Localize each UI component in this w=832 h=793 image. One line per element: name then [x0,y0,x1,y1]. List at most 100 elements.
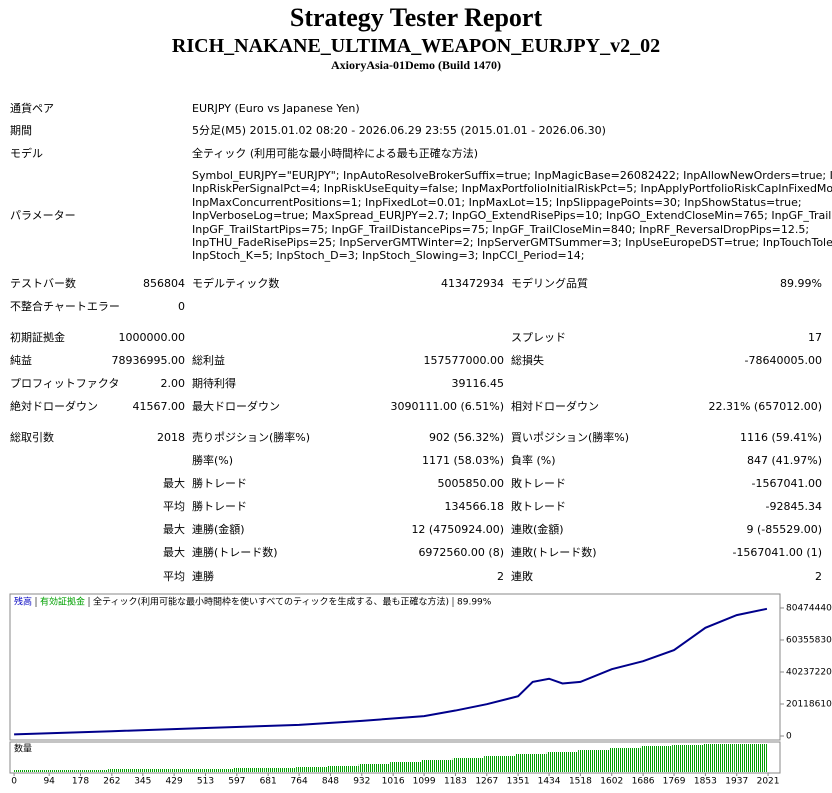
volume-bar [139,769,171,772]
volume-bar [358,764,391,772]
volume-bar [296,767,328,772]
y-tick-label: 0 [786,732,792,742]
x-tick-label: 1267 [475,777,498,787]
stat-label: 絶対ドローダウン [10,400,98,413]
x-tick-label: 429 [166,777,183,787]
stat-label: 相対ドローダウン [511,400,599,413]
balance-line [14,607,768,736]
stat-label: 連敗(金額) [511,523,564,536]
x-tick-label: 932 [353,777,370,787]
x-tick-label: 848 [322,777,339,787]
setting-label: パラメーター [10,209,76,222]
setting-label: 通貨ペア [10,102,54,115]
legend-entry: 全ティック(利用可能な最小時間枠を使いすべてのティックを生成する、最も正確な方法… [93,596,449,608]
x-tick-label: 262 [103,777,120,787]
x-tick-label: 764 [291,777,308,787]
parameter-line: InpTHU_FadeRisePips=25; InpServerGMTWint… [192,236,832,249]
stat-value: 39116.45 [451,377,505,390]
stat-value: 12 (4750924.00) [411,523,504,536]
stat-value: 平均 [163,500,185,513]
server-name: AxioryAsia-01Demo (Build 1470) [331,58,501,72]
stat-label: 連敗(トレード数) [511,546,597,559]
parameter-line: InpMaxConcurrentPositions=1; InpFixedLot… [192,195,802,209]
x-tick-label: 2021 [757,777,780,787]
x-tick-label: 345 [134,777,151,787]
x-tick-label: 94 [43,777,55,787]
x-tick-label: 178 [72,777,89,787]
x-tick-label: 1769 [663,777,686,787]
x-tick-label: 1183 [444,777,467,787]
stat-label: 純益 [10,354,32,367]
stat-value: 1116 (59.41%) [739,431,822,444]
volume-bar [202,769,234,772]
volume-bar [703,744,735,772]
x-tick-label: 1434 [538,777,561,787]
stat-label: 総取引数 [10,431,54,444]
stat-value: 856804 [143,277,185,290]
volume-bar [546,752,579,772]
setting-value: EURJPY (Euro vs Japanese Yen) [192,102,360,115]
stat-value: -1567041.00 [751,477,822,490]
y-tick-label: 20118610 [786,699,832,709]
stat-label: 期待利得 [192,377,236,390]
x-tick-label: 597 [228,777,245,787]
volume-bar [640,746,673,772]
x-tick-label: 1016 [382,777,405,787]
volume-bar [421,760,453,772]
stat-label: テストバー数 [10,277,76,290]
volume-bar [327,766,359,772]
setting-label: 期間 [10,124,32,137]
stat-value: 413472934 [441,277,504,290]
stat-label: 売りポジション(勝率%) [192,431,311,444]
stat-label: 買いポジション(勝率%) [511,431,630,444]
parameter-line: InpVerboseLog=true; MaxSpread_EURJPY=2.7… [192,209,832,223]
stat-label: 勝率(%) [192,454,234,467]
x-tick-label: 1937 [725,777,748,787]
volume-bar [264,768,297,772]
stat-value: 902 (56.32%) [428,431,504,444]
x-tick-label: 1518 [569,777,592,787]
stat-value: 2.00 [160,377,186,390]
stat-value: 1171 (58.03%) [421,454,504,467]
stat-value: 1000000.00 [118,331,185,344]
stat-value: 2 [497,570,504,583]
stat-label: 負率 (%) [511,454,556,467]
volume-bar [170,769,203,772]
setting-value: 全ティック (利用可能な最小時間枠による最も正確な方法) [192,147,479,160]
stat-value: 78936995.00 [111,354,185,367]
volume-bar [14,770,46,772]
stat-value: 最大 [163,546,185,559]
stat-label: 最大ドローダウン [192,400,280,413]
volume-bar [672,745,704,772]
volume-bar [76,770,109,772]
x-tick-label: 1351 [507,777,530,787]
stat-value: -78640005.00 [744,354,822,367]
volume-bar [578,750,610,772]
stat-label: 敗トレード [511,500,566,513]
stat-label: 敗トレード [511,477,566,490]
x-tick-label: 1602 [600,777,623,787]
stat-label: 連勝 [192,570,214,583]
x-tick-label: 681 [260,777,277,787]
stat-value: 最大 [163,523,185,536]
setting-value: 5分足(M5) 2015.01.02 08:20 - 2026.06.29 23… [192,124,606,137]
stat-value: 平均 [163,570,185,583]
parameter-line: InpGF_TrailStartPips=75; InpGF_TrailDist… [192,222,810,236]
stat-label: モデルティック数 [192,277,280,290]
volume-bar [734,744,767,772]
volume-bar [515,754,547,772]
stat-label: 総損失 [511,354,544,367]
legend-entry: 残高 [14,596,32,608]
stat-label: 初期証拠金 [10,331,65,344]
y-tick-label: 60355830 [786,635,832,645]
legend-entry: 有効証拠金 [40,596,85,608]
upper-panel [9,593,781,741]
stat-label: 勝トレード [192,477,247,490]
stat-label: 連敗 [511,570,533,583]
stat-label: 不整合チャートエラー [10,300,120,313]
parameter-line: InpStoch_K=5; InpStoch_D=3; InpStoch_Slo… [192,249,585,263]
stat-label: スプレッド [511,331,566,344]
volume-bar [390,762,422,772]
stat-value: -92845.34 [765,500,822,513]
stat-value: 22.31% (657012.00) [708,400,822,413]
